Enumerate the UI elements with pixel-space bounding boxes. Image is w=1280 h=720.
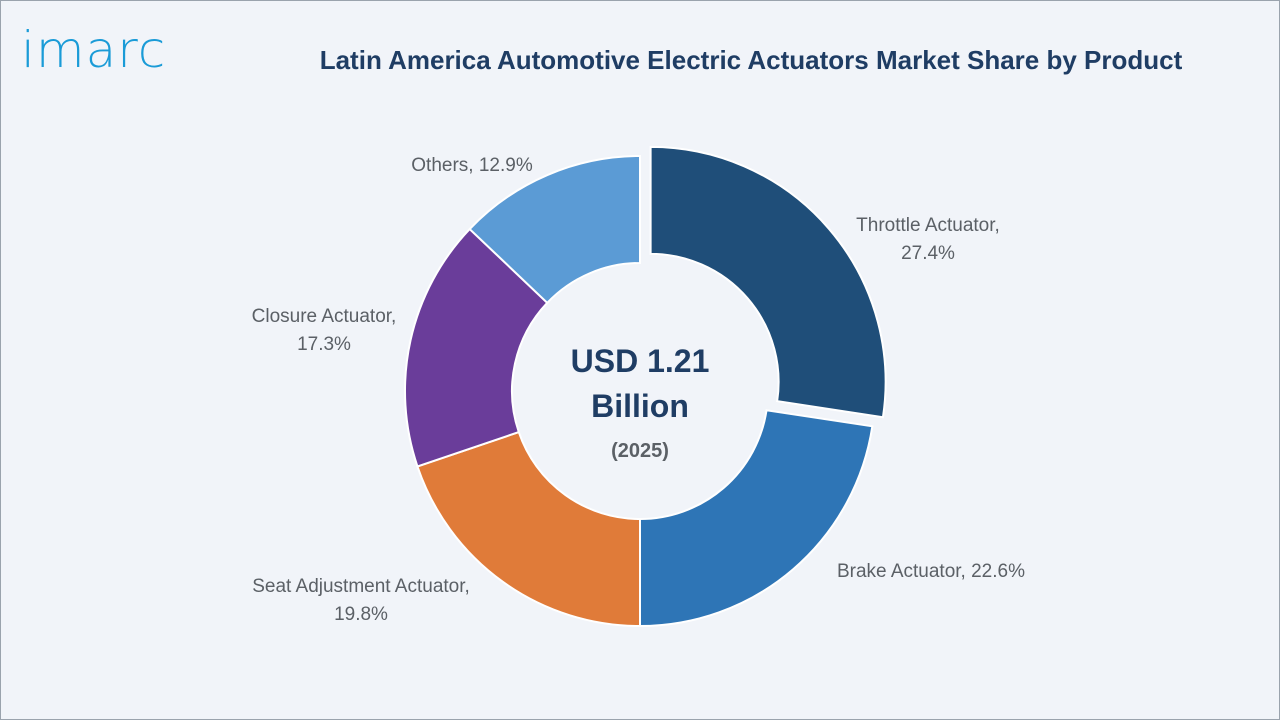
imarc-logo: imarc xyxy=(21,21,167,79)
slice-throttle-actuator xyxy=(649,145,887,419)
slice-seat-adjustment-actuator xyxy=(416,430,641,628)
center-value-line-2: Billion xyxy=(591,388,689,424)
label-seat-adjustment-actuator: Seat Adjustment Actuator, 19.8% xyxy=(252,576,470,625)
center-value-line-1: USD 1.21 xyxy=(571,343,710,379)
slices-group xyxy=(404,145,887,628)
label-throttle-actuator: Throttle Actuator, 27.4% xyxy=(856,215,1000,264)
label-brake-actuator: Brake Actuator, 22.6% xyxy=(837,561,1025,582)
labels-group: Throttle Actuator, 27.4% Brake Actuator, 2… xyxy=(252,155,1025,625)
chart-title: Latin America Automotive Electric Actuat… xyxy=(319,45,1183,75)
slice-closure-actuator xyxy=(404,227,549,468)
label-closure-actuator: Closure Actuator, 17.3% xyxy=(252,306,397,355)
label-others: Others, 12.9% xyxy=(411,155,533,176)
slice-others xyxy=(468,154,641,305)
center-year: (2025) xyxy=(611,440,669,462)
slice-brake-actuator xyxy=(639,409,874,628)
